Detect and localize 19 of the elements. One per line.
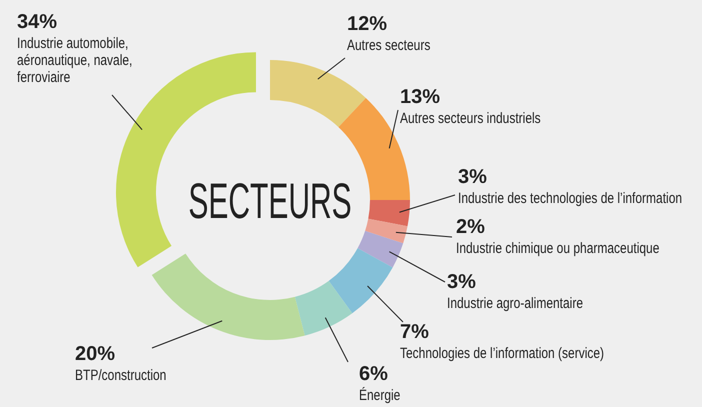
data-label: 6% — [359, 363, 388, 385]
slice-label: Énergie — [359, 386, 400, 404]
data-label: 3% — [458, 166, 488, 188]
slice-label: Industrie agro-alimentaire — [447, 294, 584, 312]
data-label: 2% — [456, 216, 486, 238]
slice-label: Industrie chimique ou pharmaceutique — [456, 240, 660, 256]
slice-label: Industrie des technologies de l’information — [458, 190, 682, 206]
slice-label: Autres secteurs industriels — [400, 110, 541, 126]
text: SECTEURS — [188, 173, 352, 229]
slice-label: Autres secteurs — [347, 36, 431, 54]
data-label: 12% — [347, 13, 388, 35]
slice-label: Industrie automobile, aéronautique, navale, ferroviaire — [17, 34, 132, 86]
data-label: 3% — [447, 271, 476, 293]
slice-label: Technologies de l’information (service) — [400, 344, 604, 362]
data-label: 20% — [75, 343, 116, 365]
data-label: 13% — [400, 86, 440, 108]
data-label: 7% — [400, 321, 430, 343]
data-label: 34% — [17, 11, 58, 33]
slice-label: BTP/construction — [75, 366, 166, 384]
